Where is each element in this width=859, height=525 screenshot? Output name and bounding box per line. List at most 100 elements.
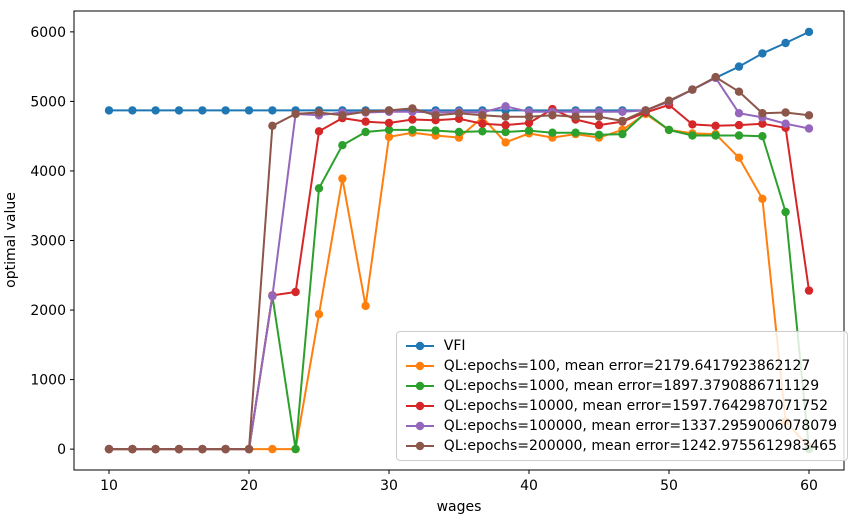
legend-item: QL:epochs=200000, mean error=1242.975561… [405, 438, 837, 454]
series-marker-3 [688, 120, 697, 129]
x-tick-label: 40 [520, 478, 538, 494]
series-marker-1 [501, 138, 510, 147]
series-marker-5 [221, 444, 230, 454]
series-marker-1 [314, 310, 324, 319]
series-marker-3 [711, 121, 720, 130]
series-marker-2 [291, 444, 300, 454]
series-marker-4 [501, 102, 510, 111]
series-marker-4 [781, 119, 790, 128]
series-marker-2 [734, 131, 744, 140]
series-marker-0 [151, 106, 160, 115]
legend-label: QL:epochs=200000, mean error=1242.975561… [443, 438, 837, 454]
x-tick-label: 60 [800, 478, 818, 494]
series-marker-0 [268, 106, 277, 115]
series-marker-5 [244, 444, 254, 454]
series-marker-0 [198, 106, 207, 115]
legend-label: QL:epochs=100, mean error=2179.641792386… [443, 358, 811, 374]
x-tick-label: 10 [100, 478, 118, 494]
series-marker-2 [478, 127, 487, 136]
series-marker-0 [781, 38, 790, 48]
series-marker-2 [664, 125, 674, 135]
series-marker-2 [314, 184, 324, 193]
series-marker-2 [594, 130, 604, 139]
series-marker-3 [408, 115, 417, 124]
series-marker-5 [501, 112, 510, 121]
series-marker-3 [594, 120, 604, 130]
series-marker-5 [734, 87, 744, 96]
legend-item: QL:epochs=100000, mean error=1337.295900… [405, 418, 837, 434]
series-marker-2 [431, 126, 440, 135]
series-marker-5 [758, 109, 767, 118]
series-marker-5 [688, 85, 697, 94]
series-marker-5 [104, 444, 114, 454]
series-marker-2 [548, 128, 557, 137]
series-marker-5 [198, 444, 207, 454]
series-marker-5 [781, 108, 790, 117]
legend-key-icon [405, 361, 434, 371]
series-marker-4 [618, 107, 627, 117]
series-marker-2 [408, 125, 417, 135]
legend-label: QL:epochs=10000, mean error=1597.7642987… [443, 398, 829, 414]
series-marker-5 [128, 444, 137, 454]
series-marker-3 [734, 120, 744, 130]
series-marker-3 [361, 117, 370, 126]
series-marker-2 [781, 207, 790, 217]
series-marker-2 [338, 141, 347, 150]
series-marker-0 [174, 106, 184, 115]
series-marker-2 [711, 131, 720, 140]
series-marker-5 [431, 111, 440, 120]
series-marker-3 [804, 286, 814, 295]
legend-label: QL:epochs=1000, mean error=1897.37908867… [443, 378, 820, 394]
x-tick-label: 30 [380, 478, 398, 494]
legend-key-icon [405, 381, 434, 391]
series-marker-4 [268, 291, 277, 301]
series-marker-1 [734, 153, 744, 162]
series-marker-5 [711, 72, 720, 82]
series-marker-0 [244, 106, 254, 115]
series-marker-2 [361, 127, 370, 137]
series-marker-5 [548, 111, 557, 120]
series-marker-5 [314, 108, 324, 117]
series-marker-4 [734, 109, 744, 118]
series-marker-0 [758, 49, 767, 58]
series-marker-0 [104, 106, 114, 115]
series-marker-3 [291, 287, 300, 297]
legend-key-icon [405, 441, 434, 451]
series-marker-3 [478, 119, 487, 128]
series-marker-2 [501, 127, 510, 137]
series-marker-5 [641, 106, 650, 115]
series-marker-1 [758, 194, 767, 203]
y-tick-label: 4000 [30, 164, 66, 180]
series-marker-5 [174, 444, 184, 454]
legend-key-icon [405, 341, 434, 351]
legend-item: QL:epochs=1000, mean error=1897.37908867… [405, 378, 837, 394]
series-marker-1 [338, 174, 347, 183]
series-marker-2 [618, 129, 627, 139]
x-axis-label: wages [437, 499, 482, 515]
legend-key-icon [405, 401, 434, 411]
series-line-0 [109, 30, 810, 112]
legend-item: VFI [405, 338, 837, 354]
y-axis-label: optimal value [3, 192, 19, 288]
series-marker-5 [594, 112, 604, 121]
series-marker-5 [454, 109, 464, 118]
legend-item: QL:epochs=10000, mean error=1597.7642987… [405, 398, 837, 414]
series-marker-2 [384, 125, 394, 135]
series-marker-5 [478, 111, 487, 120]
series-marker-5 [408, 104, 417, 113]
series-marker-3 [314, 127, 324, 136]
y-tick-label: 6000 [30, 25, 66, 41]
legend-key-icon [405, 421, 434, 431]
series-marker-3 [501, 120, 510, 130]
series-marker-0 [128, 106, 137, 115]
x-tick-label: 20 [240, 478, 258, 494]
series-marker-2 [571, 128, 580, 137]
series-marker-1 [361, 301, 370, 311]
y-tick-label: 5000 [30, 94, 66, 110]
series-marker-2 [688, 131, 697, 140]
series-marker-5 [618, 116, 627, 126]
series-marker-5 [524, 112, 534, 121]
series-marker-5 [151, 444, 160, 454]
